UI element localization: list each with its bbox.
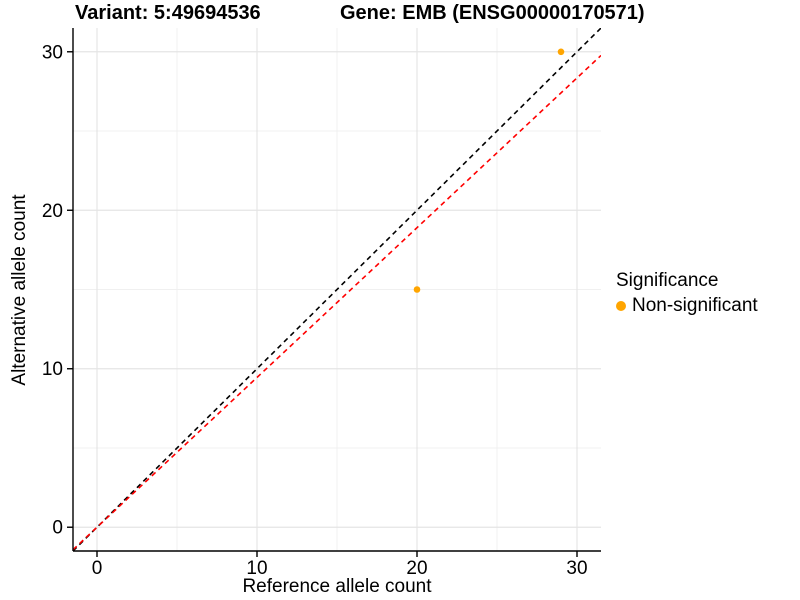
legend-entry: Non-significant	[616, 295, 758, 317]
x-tick-label: 30	[566, 558, 587, 579]
legend: Significance Non-significant	[616, 270, 758, 317]
plot-title-variant: Variant: 5:49694536	[75, 2, 261, 24]
allelic-ratio-fit-line	[73, 54, 601, 551]
y-tick-label: 20	[42, 201, 63, 222]
plot-title-gene: Gene: EMB (ENSG00000170571)	[340, 2, 645, 24]
x-axis-title: Reference allele count	[242, 576, 432, 597]
legend-dot-icon	[616, 301, 626, 311]
y-axis-title: Alternative allele count	[9, 194, 30, 386]
data-point[interactable]	[557, 48, 565, 56]
x-tick-label: 20	[406, 558, 427, 579]
legend-entry-label: Non-significant	[632, 295, 758, 316]
legend-title: Significance	[616, 270, 719, 291]
x-tick-label: 10	[246, 558, 267, 579]
y-tick-label: 10	[42, 359, 63, 380]
y-tick-label: 0	[52, 518, 63, 539]
data-point[interactable]	[413, 286, 421, 293]
legend-entries: Non-significant	[616, 295, 758, 317]
x-tick-label: 0	[92, 558, 103, 579]
identity-line	[73, 28, 601, 551]
y-tick-label: 30	[42, 42, 63, 63]
